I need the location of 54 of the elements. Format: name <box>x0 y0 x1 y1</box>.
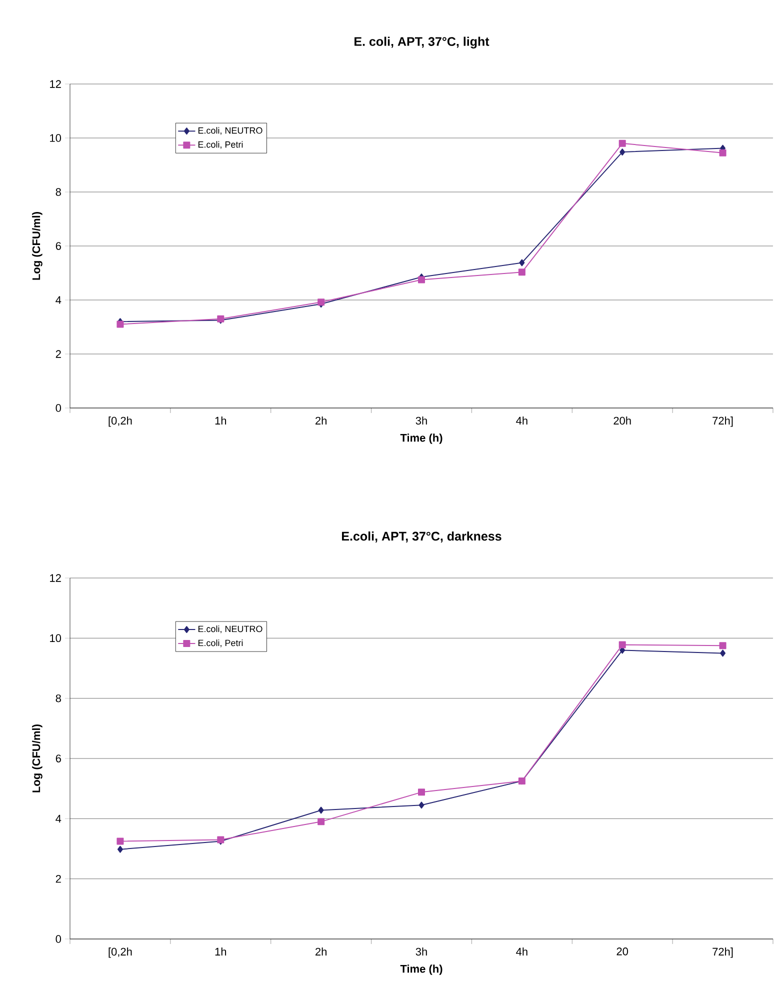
x-tick-label: 1h <box>215 948 226 956</box>
point <box>116 320 124 328</box>
point <box>618 140 626 147</box>
y-tick-label: 0 <box>56 404 62 412</box>
point <box>719 149 726 156</box>
y-tick-label: 8 <box>56 694 61 702</box>
point <box>116 838 124 845</box>
x-tick-label: 20 <box>616 948 628 956</box>
x-tick-label: [0,2h <box>108 948 132 958</box>
legend-label: E.coli, Petri <box>198 640 243 648</box>
y-tick-label: 2 <box>56 350 61 358</box>
y-tick-label: 6 <box>56 242 61 250</box>
legend-label: E.coli, NEUTRO <box>198 127 262 135</box>
x-tick-label: 4h <box>516 948 528 956</box>
x-tick-label: 4h <box>516 416 528 424</box>
point <box>719 642 726 650</box>
point <box>318 806 324 814</box>
x-tick-label: [0,2h <box>108 416 132 427</box>
x-tick-label: 2h <box>316 416 326 424</box>
y-tick-label: 4 <box>56 296 62 304</box>
x-tick-label: 1h <box>215 416 226 424</box>
y-tick-label: 2 <box>56 874 61 883</box>
x-tick-label: 3h <box>416 948 427 956</box>
point <box>618 641 626 648</box>
x-axis-title: Time (h) <box>400 964 442 975</box>
y-tick-label: 12 <box>50 574 61 582</box>
y-tick-label: 4 <box>56 814 62 822</box>
point <box>418 788 425 796</box>
chart-title: E.coli, APT, 37°C, darkness <box>342 531 502 542</box>
x-tick-label: 2h <box>316 948 326 956</box>
x-tick-label: 72h] <box>712 416 733 427</box>
point <box>518 268 526 276</box>
point <box>418 276 425 284</box>
point <box>519 259 525 266</box>
y-tick-label: 10 <box>50 134 62 142</box>
point <box>720 650 726 657</box>
y-axis-title: Log (CFU/ml) <box>32 212 42 280</box>
point <box>418 802 424 809</box>
point <box>117 846 123 853</box>
y-tick-label: 10 <box>50 634 62 642</box>
chart-title: E. coli, APT, 37°C, light <box>354 36 490 48</box>
y-axis-title: Log (CFU/ml) <box>32 724 42 792</box>
y-tick-label: 12 <box>50 80 61 88</box>
y-tick-label: 8 <box>56 188 61 196</box>
x-axis-title: Time (h) <box>400 434 442 444</box>
y-tick-label: 6 <box>56 754 61 762</box>
x-tick-label: 72h] <box>712 948 733 958</box>
point <box>620 148 626 156</box>
x-tick-label: 20h <box>614 416 631 425</box>
point <box>318 818 325 826</box>
legend-label: E.coli, Petri <box>198 141 243 149</box>
legend-label: E.coli, NEUTRO <box>198 626 262 634</box>
y-tick-label: 0 <box>56 935 62 943</box>
x-tick-label: 3h <box>416 416 427 425</box>
